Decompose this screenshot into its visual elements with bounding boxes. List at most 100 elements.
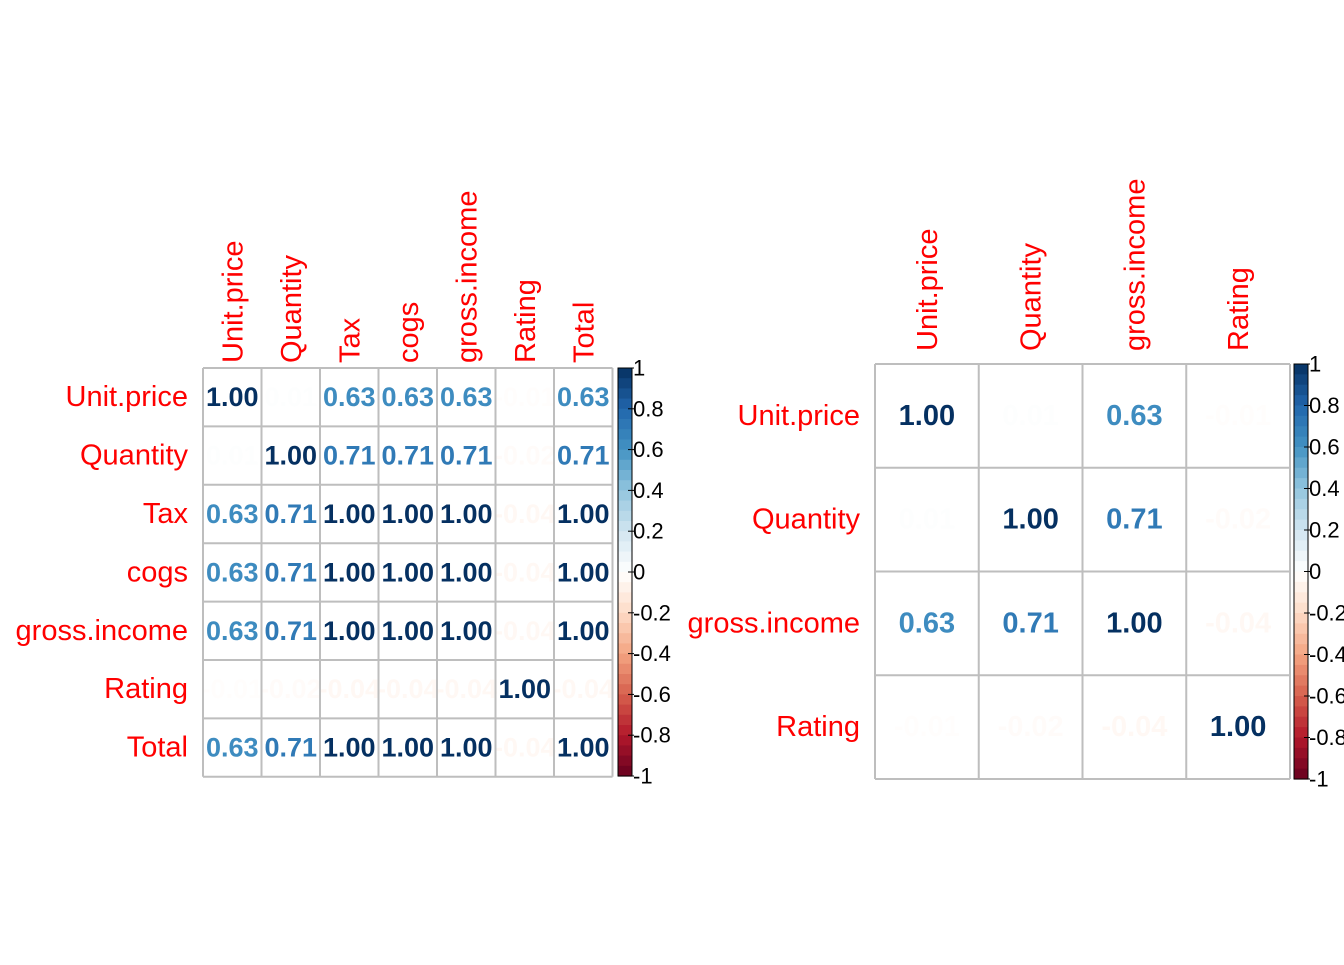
legend-segment <box>618 419 632 430</box>
cell-value: 1.00 <box>323 499 376 529</box>
column-label: gross.income <box>451 191 483 363</box>
row-label: Quantity <box>80 440 188 472</box>
row-label: Rating <box>104 673 188 705</box>
legend-segment <box>1294 727 1308 739</box>
legend-segment <box>1294 374 1308 386</box>
legend-segment <box>618 490 632 502</box>
legend-segment <box>618 398 632 410</box>
cell-value: 0.63 <box>899 607 955 639</box>
cell-value: 0.01 <box>264 382 317 412</box>
legend-segment <box>618 643 632 655</box>
cell-value: 0.71 <box>264 557 317 587</box>
legend-tick-label: 0.2 <box>633 519 664 544</box>
legend-tick-label: 0.6 <box>1309 435 1340 460</box>
legend-tick-label: 0.2 <box>1309 518 1340 543</box>
legend-segment <box>618 714 632 726</box>
legend-segment <box>618 439 632 451</box>
cell-value: 0.71 <box>1106 504 1162 536</box>
legend-tick-label: 0 <box>633 560 645 585</box>
cell-value: 0.71 <box>264 499 317 529</box>
column-label: Unit.price <box>912 229 944 352</box>
legend-segment <box>1294 426 1308 438</box>
cell-value: 1.00 <box>557 499 610 529</box>
legend-tick-label: 0.4 <box>633 478 664 503</box>
row-label: Rating <box>776 711 860 743</box>
legend-tick-label: -0.6 <box>1309 684 1344 709</box>
legend-segment <box>1294 498 1308 510</box>
cell-value: -0.04 <box>552 674 614 704</box>
legend-segment <box>618 684 632 695</box>
legend-tick-label: 0.8 <box>633 396 664 421</box>
column-label: Tax <box>334 317 366 363</box>
cell-value: -0.02 <box>494 441 556 471</box>
legend-segment <box>1294 581 1308 593</box>
cell-value: 1.00 <box>381 733 434 763</box>
legend-segment <box>1294 488 1308 500</box>
cell-value: -0.02 <box>260 674 322 704</box>
cell-value: -0.01 <box>1205 400 1271 432</box>
legend-tick-label: 0.8 <box>1309 393 1340 418</box>
legend-segment <box>1294 758 1308 770</box>
legend-segment <box>618 704 632 716</box>
legend-segment <box>1294 716 1308 728</box>
legend-segment <box>1294 447 1308 458</box>
legend-segment <box>1294 530 1308 541</box>
cell-value: -0.01 <box>894 711 960 743</box>
legend-segment <box>1294 415 1308 427</box>
row-label: Total <box>127 732 188 764</box>
cell-value: -0.04 <box>1101 711 1167 743</box>
legend-segment <box>1294 364 1308 375</box>
cell-value: 1.00 <box>899 400 955 432</box>
legend-segment <box>1294 467 1308 479</box>
cell-value: -0.04 <box>377 674 439 704</box>
legend-tick-label: 0.4 <box>1309 476 1340 501</box>
legend-segment <box>1294 436 1308 448</box>
legend-segment <box>618 592 632 604</box>
legend-segment <box>618 510 632 522</box>
legend-segment <box>618 653 632 665</box>
cell-value: -0.04 <box>435 674 497 704</box>
cell-value: 1.00 <box>323 733 376 763</box>
legend-tick-label: -0.4 <box>1309 642 1344 667</box>
legend-segment <box>1294 561 1308 573</box>
legend-segment <box>618 572 632 583</box>
legend-segment <box>618 459 632 471</box>
column-label: Quantity <box>1016 243 1048 351</box>
cell-value: 1.00 <box>557 616 610 646</box>
legend-tick-label: 1 <box>633 356 645 381</box>
cell-value: 0.01 <box>899 504 955 536</box>
legend-segment <box>1294 664 1308 676</box>
cell-value: 0.71 <box>381 441 434 471</box>
row-label: gross.income <box>688 607 860 639</box>
legend-segment <box>618 480 632 491</box>
legend-segment <box>618 755 632 767</box>
cell-value: 0.71 <box>440 441 493 471</box>
cell-value: 1.00 <box>381 557 434 587</box>
legend-segment <box>1294 685 1308 697</box>
legend-segment <box>618 388 632 400</box>
corrplot-1: 1.00 0.01 0.63 0.63 0.63 -0.01 0.630.01 1.00 0.7… <box>16 191 671 789</box>
legend-segment <box>1294 395 1308 407</box>
legend-segment <box>618 470 632 481</box>
cell-value: -0.04 <box>494 499 556 529</box>
legend-tick-label: -0.8 <box>1309 725 1344 750</box>
legend-segment <box>618 765 632 777</box>
legend-tick-label: -1 <box>633 764 653 789</box>
row-label: cogs <box>127 556 188 588</box>
column-label: Rating <box>510 279 542 363</box>
legend-tick-label: 0 <box>1309 559 1321 584</box>
column-label: Unit.price <box>217 241 249 364</box>
cell-value: 0.71 <box>264 616 317 646</box>
cell-value: 0.71 <box>557 441 610 471</box>
legend-segment <box>1294 654 1308 666</box>
cell-value: 0.63 <box>323 382 376 412</box>
legend-segment <box>1294 571 1308 583</box>
cell-value: 0.63 <box>440 382 493 412</box>
cell-value: 1.00 <box>1106 607 1162 639</box>
cell-value: 1.00 <box>206 382 259 412</box>
legend-tick-label: -0.2 <box>633 600 671 625</box>
legend-segment <box>1294 509 1308 521</box>
legend-segment <box>1294 405 1308 417</box>
